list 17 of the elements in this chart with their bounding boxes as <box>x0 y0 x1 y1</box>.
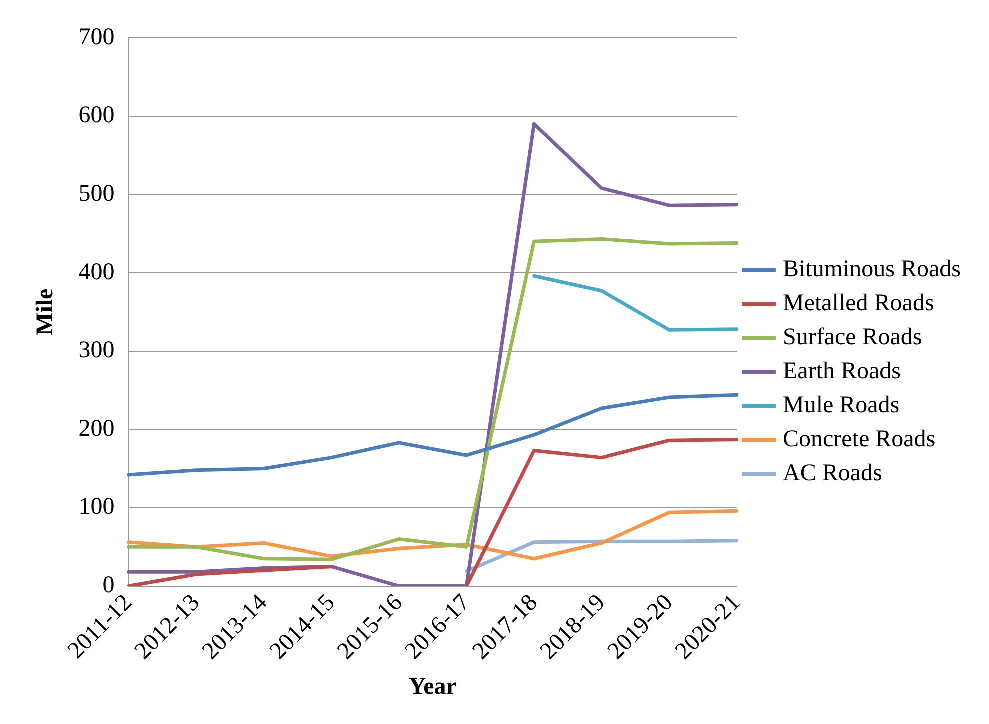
y-tick-label: 100 <box>78 494 115 520</box>
y-axis-title: Mile <box>32 288 59 336</box>
y-tick-label: 700 <box>78 24 115 50</box>
y-tick-label: 600 <box>78 102 115 129</box>
legend-label: Bituminous Roads <box>782 256 962 282</box>
y-tick-label: 400 <box>78 259 115 286</box>
legend-label: Metalled Roads <box>782 290 934 316</box>
y-tick-label: 0 <box>102 572 115 599</box>
y-tick-label: 500 <box>78 180 115 207</box>
y-tick-label: 300 <box>78 338 115 364</box>
y-tick-label: 200 <box>78 416 115 442</box>
legend-label: Surface Roads <box>782 324 922 350</box>
legend-label: Earth Roads <box>782 358 901 384</box>
legend-label: Mule Roads <box>782 392 900 418</box>
x-axis-title: Year <box>408 674 458 700</box>
legend-label: Concrete Roads <box>782 426 936 452</box>
legend-label: AC Roads <box>782 460 882 486</box>
